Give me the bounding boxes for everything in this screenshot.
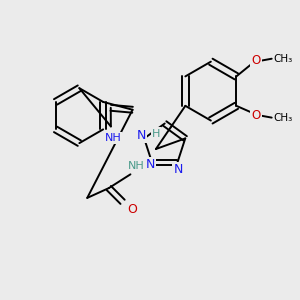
Text: O: O — [251, 109, 261, 122]
Text: N: N — [174, 163, 183, 176]
Text: CH₃: CH₃ — [274, 112, 293, 123]
Text: O: O — [251, 54, 261, 67]
Text: NH: NH — [128, 161, 145, 172]
Text: NH: NH — [104, 133, 121, 143]
Text: N: N — [146, 158, 155, 171]
Text: CH₃: CH₃ — [274, 54, 293, 64]
Text: N: N — [136, 129, 146, 142]
Text: O: O — [128, 203, 137, 216]
Text: H: H — [152, 128, 160, 139]
